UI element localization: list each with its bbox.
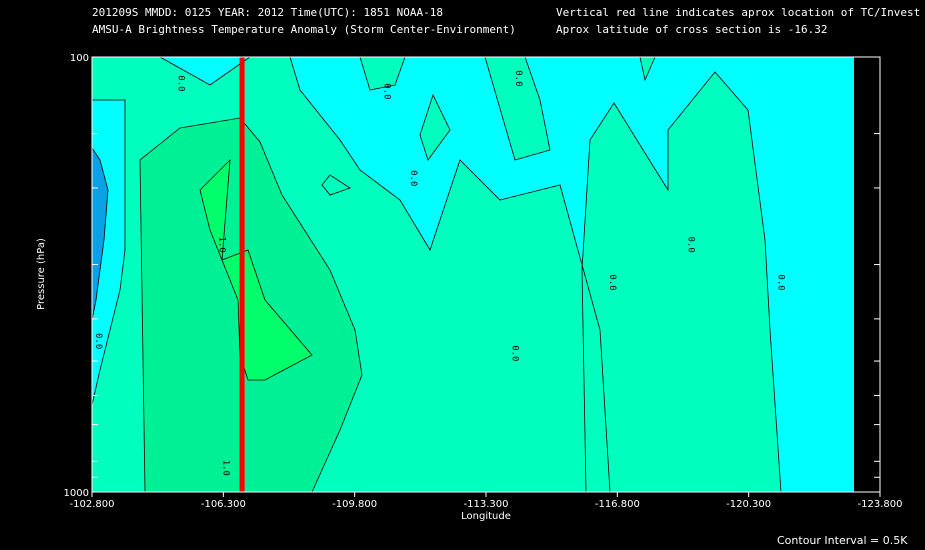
y-tick-label: 1000 <box>64 488 89 499</box>
contour-label: 1.0 <box>220 460 230 476</box>
contour-fill-1-5K <box>200 160 312 380</box>
contour-lines <box>91 56 782 493</box>
contour-label: 0.0 <box>686 237 696 253</box>
header-title-right: Vertical red line indicates aprox locati… <box>556 6 921 19</box>
contour-label: 0.0 <box>513 70 523 86</box>
contour-label: 0.0 <box>175 75 185 91</box>
contour-label: 0.0 <box>607 274 617 290</box>
contour-fill-positive-right <box>582 72 781 492</box>
x-tick-label: -109.800 <box>332 499 377 510</box>
contour-line-zero-top-c <box>639 56 656 82</box>
contour-line-zero-top-b <box>484 56 551 161</box>
plot-area-no-data <box>854 57 880 492</box>
x-axis-label: Longitude <box>461 511 511 522</box>
x-tick-label: -123.800 <box>858 499 903 510</box>
contour-line-zero-right <box>581 71 782 493</box>
contour-line-small <box>321 174 351 196</box>
contour-labels: 0.0 0.0 1.0 1.0 0.0 0.0 0.0 0.0 0.0 0.0 0.0 <box>93 70 786 476</box>
contour-label: 0.0 <box>382 83 392 99</box>
header-subtitle-right: Aprox latitude of cross section is -16.3… <box>556 23 828 36</box>
x-tick-label: -106.300 <box>201 499 246 510</box>
x-tick-label: -120.300 <box>726 499 771 510</box>
contour-line-zero-left <box>91 99 126 406</box>
header-title-left: 201209S MMDD: 0125 YEAR: 2012 Time(UTC):… <box>92 6 443 19</box>
x-tick-label: -113.300 <box>464 499 509 510</box>
contour-fill-positive-top-a <box>360 57 405 90</box>
y-axis: 100 1000 <box>64 53 880 499</box>
contour-label: 0.0 <box>93 333 103 349</box>
contour-line-1-5K <box>199 158 313 381</box>
x-tick-label: -116.800 <box>595 499 640 510</box>
contour-line-zero-top-a <box>359 56 406 91</box>
y-tick-label: 100 <box>70 53 89 64</box>
contour-line-zero-top <box>159 56 251 86</box>
contour-label: 1.0 <box>217 237 227 253</box>
x-axis: -102.800 -106.300 -109.800 -113.300 -116.800… <box>70 492 903 510</box>
contour-line-diamond <box>419 93 451 161</box>
contour-interval-note: Contour Interval = 0.5K <box>777 534 908 547</box>
contour-fill-positive-small <box>322 175 350 195</box>
contour-label: 0.0 <box>408 170 418 186</box>
header-subtitle-left: AMSU-A Brightness Temperature Anomaly (S… <box>92 23 516 36</box>
contour-fill-negative <box>92 148 108 320</box>
contour-line-zero-main <box>289 56 611 493</box>
x-tick-label: -102.800 <box>70 499 115 510</box>
contour-label: 0.0 <box>509 345 519 361</box>
y-axis-label: Pressure (hPa) <box>36 238 47 310</box>
contour-line-negative <box>91 147 109 321</box>
contour-fill-positive-diamond <box>420 95 450 160</box>
contour-line-1-0K <box>139 117 363 493</box>
contour-label: 0.0 <box>776 274 786 290</box>
